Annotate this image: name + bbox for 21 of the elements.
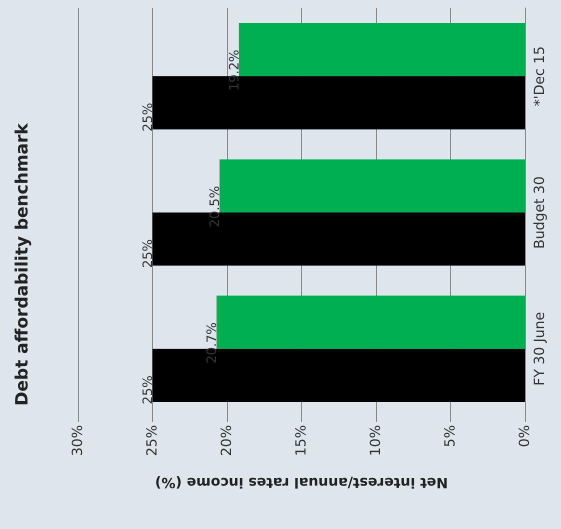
y-tick-label: *'Dec 15	[532, 46, 548, 106]
data-label: 25%	[141, 375, 156, 404]
x-axis-title: Net interest/annual rates income (%)	[155, 474, 448, 490]
data-label: 25%	[141, 239, 156, 268]
x-tick-label: 25%	[144, 425, 160, 456]
y-tick-label: FY 30 June	[532, 312, 548, 386]
x-tick-label: 15%	[294, 425, 310, 456]
y-tick-label: Budget 30	[532, 176, 548, 249]
text: Debt affordability benchmark	[12, 122, 32, 406]
x-tick-label: 5%	[442, 425, 458, 448]
data-label: 20.5%	[208, 186, 224, 228]
x-tick-label: 0%	[517, 425, 533, 448]
data-label: 19.2%	[227, 50, 242, 91]
data-label: 20.7%	[205, 322, 220, 364]
bar	[216, 296, 525, 349]
x-tick-label: 30%	[70, 425, 86, 456]
x-tick-label: 10%	[368, 425, 384, 456]
bar	[238, 22, 525, 76]
x-tick-label: 20%	[219, 425, 235, 456]
bar	[220, 159, 525, 212]
data-label: 25%	[141, 102, 156, 132]
